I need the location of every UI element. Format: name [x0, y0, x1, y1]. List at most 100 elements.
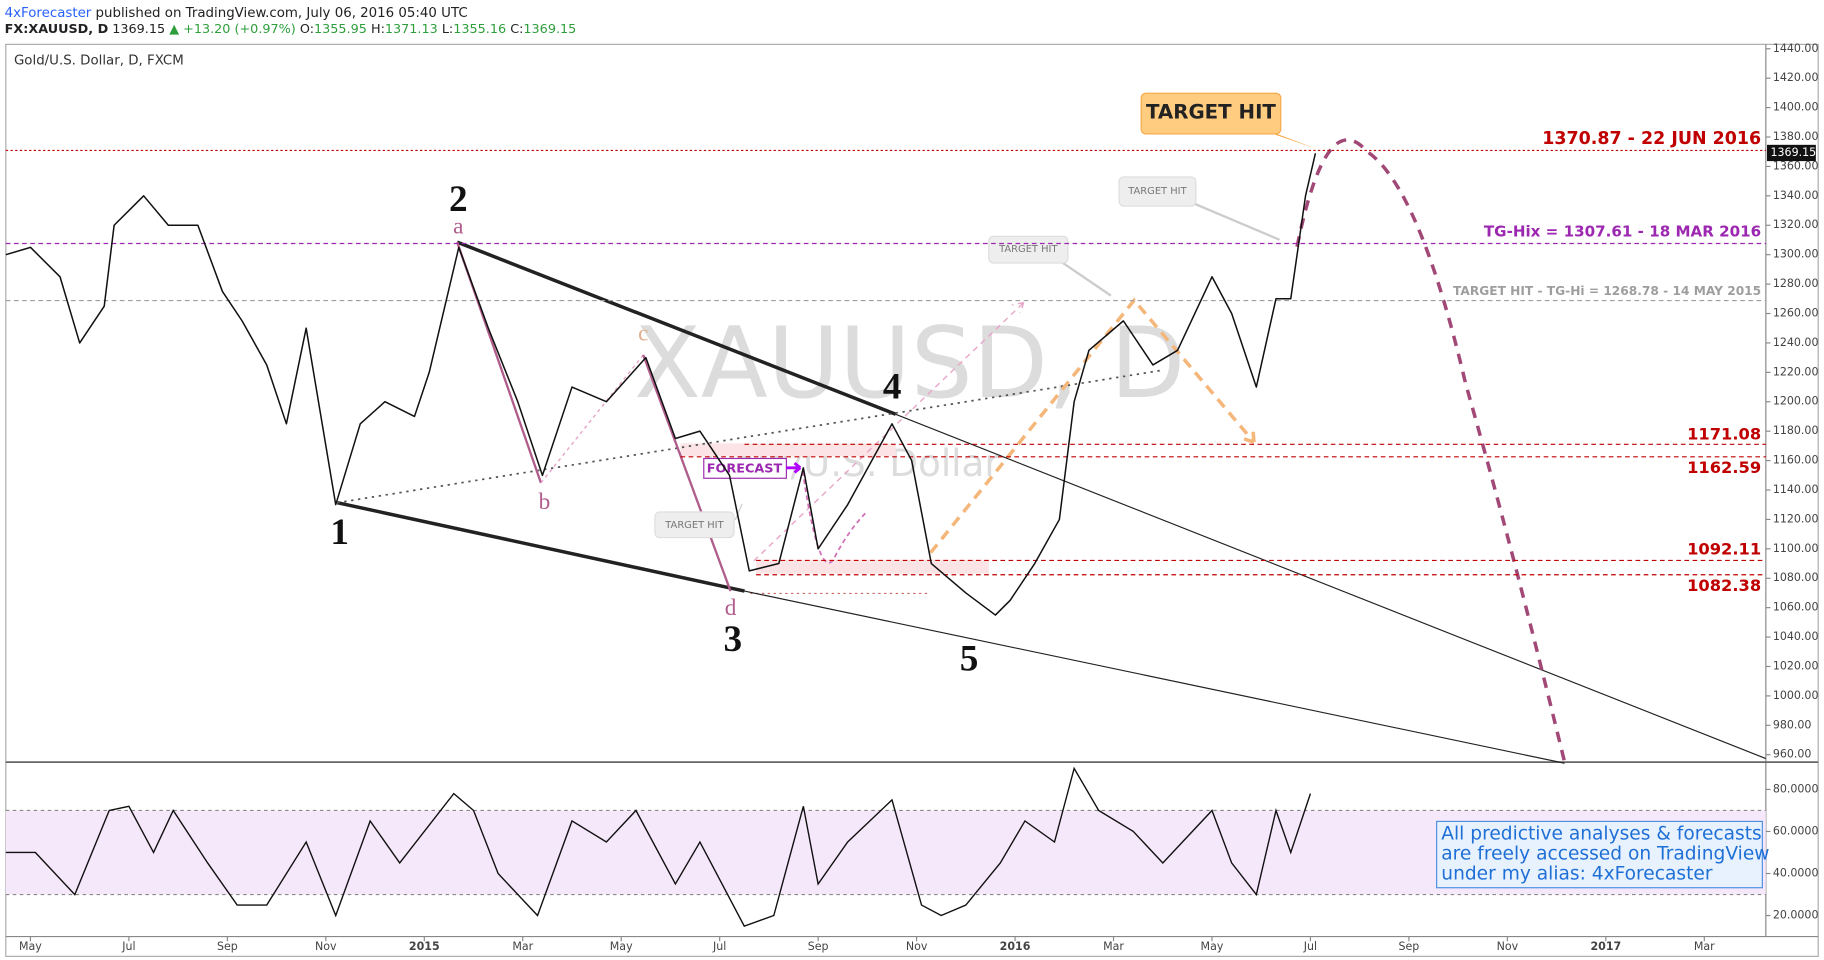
subwave-label: a	[453, 213, 463, 239]
callout-text: TARGET HIT	[1127, 186, 1187, 197]
y-tick-label: 1260.00	[1773, 307, 1819, 320]
y-tick-label: 1080.00	[1773, 571, 1819, 584]
x-tick-label: May	[19, 940, 42, 953]
forecast-text: FORECAST	[707, 461, 783, 476]
y-tick-label: 1140.00	[1773, 483, 1819, 496]
rsi-tick-label: 60.0000	[1773, 824, 1819, 837]
y-tick-label: 1180.00	[1773, 424, 1819, 437]
forecast-arrow	[786, 461, 802, 474]
ohlc-value: 1371.13	[385, 22, 438, 37]
watermark: XAUUSD, D	[634, 307, 1185, 421]
y-tick-label: 1060.00	[1773, 601, 1819, 614]
ohlc-value: 1355.95	[314, 22, 367, 37]
x-tick-label: Sep	[808, 940, 829, 953]
y-tick-label: 980.00	[1773, 718, 1812, 731]
publisher[interactable]: 4xForecaster	[5, 6, 92, 21]
projection	[753, 301, 1025, 562]
ohlc-value: 1355.16	[453, 22, 506, 37]
x-tick-label: Jul	[712, 940, 726, 953]
level-label: TARGET HIT - TG-Hi = 1268.78 - 14 MAY 20…	[1453, 284, 1761, 298]
subwave-label: b	[539, 489, 551, 515]
y-tick-label: 1240.00	[1773, 336, 1819, 349]
projection	[929, 297, 1256, 554]
y-tick-label: 1420.00	[1773, 71, 1819, 84]
subwave-label: c	[638, 321, 648, 347]
target-hit-callout	[1140, 92, 1282, 135]
rsi-line	[5, 766, 1312, 927]
x-tick-label: 2017	[1590, 940, 1621, 953]
rsi-tick-label: 80.0000	[1773, 782, 1819, 795]
x-tick-label: 2016	[1000, 940, 1031, 953]
wave-label: 1	[330, 512, 349, 553]
level-label: 1171.08	[1687, 424, 1761, 443]
level-label: 1370.87 - 22 JUN 2016	[1542, 129, 1761, 149]
last-price-label: 1369.15	[1770, 146, 1816, 159]
y-tick-label: 1440.00	[1773, 42, 1819, 55]
x-tick-label: Jul	[1303, 940, 1317, 953]
zone	[756, 559, 989, 574]
price-line	[5, 153, 1317, 616]
y-tick-label: 1320.00	[1773, 218, 1819, 231]
callout-pointer	[734, 503, 743, 521]
y-tick-label: 1340.00	[1773, 189, 1819, 202]
header-line: 4xForecaster published on TradingView.co…	[5, 6, 468, 21]
up-arrow: ▲	[169, 22, 179, 37]
trend-line	[895, 413, 1767, 760]
x-tick-label: Mar	[1694, 940, 1715, 953]
rsi-tick-label: 20.0000	[1773, 909, 1819, 922]
x-tick-label: Sep	[1398, 940, 1419, 953]
x-tick-label: Nov	[906, 940, 928, 953]
published: published on TradingView.com, July 06, 2…	[96, 6, 468, 21]
quote-line: FX:XAUUSD, D 1369.15 ▲ +13.20 (+0.97%) O…	[5, 22, 577, 37]
x-tick-label: May	[1201, 940, 1224, 953]
rsi-tick-label: 40.0000	[1773, 867, 1819, 880]
level-label: 1162.59	[1687, 458, 1761, 477]
x-tick-label: 2015	[409, 940, 440, 953]
target-hit-text: TARGET HIT	[1146, 100, 1276, 123]
forecast-curve	[1295, 138, 1567, 763]
level-label: 1092.11	[1687, 539, 1761, 558]
chart-title: Gold/U.S. Dollar, D, FXCM	[14, 54, 184, 69]
note-line: under my alias: 4xForecaster	[1441, 863, 1713, 884]
y-tick-label: 1160.00	[1773, 454, 1819, 467]
y-tick-label: 1380.00	[1773, 130, 1819, 143]
wave-label: 5	[960, 639, 979, 680]
y-tick-label: 1040.00	[1773, 630, 1819, 643]
x-tick-label: Jul	[121, 940, 135, 953]
wave-label: 3	[724, 619, 743, 660]
y-tick-label: 1280.00	[1773, 277, 1819, 290]
y-tick-label: 1020.00	[1773, 659, 1819, 672]
callout-pointer	[1180, 196, 1281, 241]
y-tick-label: 1300.00	[1773, 248, 1819, 261]
callout	[654, 511, 735, 539]
zone	[680, 443, 896, 457]
y-tick-label: 1360.00	[1773, 159, 1819, 172]
symbol: FX:XAUUSD, D	[5, 22, 109, 37]
note-line: are freely accessed on TradingView	[1441, 843, 1769, 864]
ohlc-label: O:	[300, 22, 314, 37]
wave-label: 4	[883, 366, 902, 407]
wave-line	[642, 354, 732, 592]
x-tick-label: Mar	[1103, 940, 1124, 953]
last-price-box	[1767, 144, 1816, 162]
callout	[1118, 176, 1197, 207]
change: +13.20 (+0.97%)	[183, 22, 296, 37]
y-tick-label: 1120.00	[1773, 512, 1819, 525]
ohlc-label: L:	[442, 22, 453, 37]
last: 1369.15	[112, 22, 165, 37]
callout-text: TARGET HIT	[664, 520, 724, 531]
x-tick-label: May	[610, 940, 633, 953]
x-tick-label: Nov	[315, 940, 337, 953]
note-line: All predictive analyses & forecasts	[1441, 824, 1761, 845]
frame	[5, 43, 1819, 957]
level-label: TG-Hix = 1307.61 - 18 MAR 2016	[1484, 222, 1761, 240]
note-box	[1436, 820, 1763, 889]
wave-label: 2	[449, 179, 468, 220]
callout-text: TARGET HIT	[998, 244, 1058, 255]
y-tick-label: 1100.00	[1773, 542, 1819, 555]
y-tick-label: 1200.00	[1773, 395, 1819, 408]
trend-line	[456, 240, 897, 416]
x-tick-label: Sep	[217, 940, 238, 953]
ohlc-label: H:	[371, 22, 385, 37]
